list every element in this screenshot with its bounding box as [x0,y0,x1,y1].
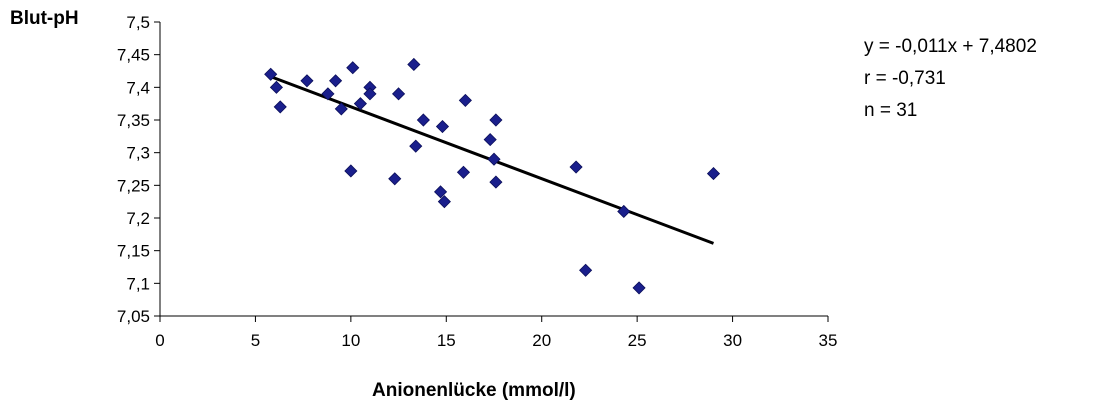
data-point [300,74,314,88]
x-tick-label: 25 [628,331,647,350]
y-tick-label: 7,3 [126,144,150,163]
y-tick-label: 7,25 [117,176,150,195]
y-axis-label: Blut-pH [10,8,79,29]
x-tick-label: 10 [341,331,360,350]
sample-size: n = 31 [864,100,918,121]
y-tick-label: 7,1 [126,274,150,293]
x-tick-label: 30 [723,331,742,350]
correlation-coefficient: r = -0,731 [864,68,946,89]
y-tick-label: 7,45 [117,46,150,65]
x-tick-label: 0 [155,331,164,350]
y-tick-label: 7,05 [117,307,150,326]
data-point [617,204,631,219]
data-point [392,87,406,101]
x-axis-label: Anionenlücke (mmol/l) [372,380,576,401]
data-point [388,172,402,186]
trendline-equation: y = -0,011x + 7,4802 [864,36,1037,57]
data-point [489,175,503,189]
y-tick-label: 7,5 [126,13,150,32]
x-tick-label: 20 [532,331,551,350]
data-point [579,263,593,277]
data-point [458,93,472,107]
y-tick-label: 7,2 [126,209,150,228]
x-tick-label: 5 [251,331,260,350]
x-tick-label: 15 [437,331,456,350]
data-point [416,113,430,127]
y-tick-label: 7,15 [117,242,150,261]
data-point [363,87,377,101]
data-point [483,133,497,147]
data-point [269,80,283,94]
data-point [456,165,471,179]
x-tick-label: 35 [819,331,838,350]
data-point [433,185,448,199]
data-point [329,74,343,88]
data-point [264,67,278,81]
data-point [353,97,367,111]
data-point [569,160,583,174]
data-point [334,102,348,116]
data-point [437,195,451,209]
y-tick-label: 7,35 [117,111,150,130]
data-point [632,281,646,295]
data-point [346,61,360,75]
data-point [435,119,450,134]
data-point [409,139,423,153]
y-tick-label: 7,4 [126,78,150,97]
data-point [487,152,501,166]
data-point [273,100,287,114]
data-point [321,87,335,101]
data-point [407,57,421,72]
data-point [706,167,721,181]
axes: 7,05 7,1 7,15 7,2 7,25 7,3 7,35 7,4 7,45 7,5 0 5 10 1… [117,13,838,350]
data-point [344,164,358,178]
data-points [264,57,721,295]
data-point [489,113,503,127]
